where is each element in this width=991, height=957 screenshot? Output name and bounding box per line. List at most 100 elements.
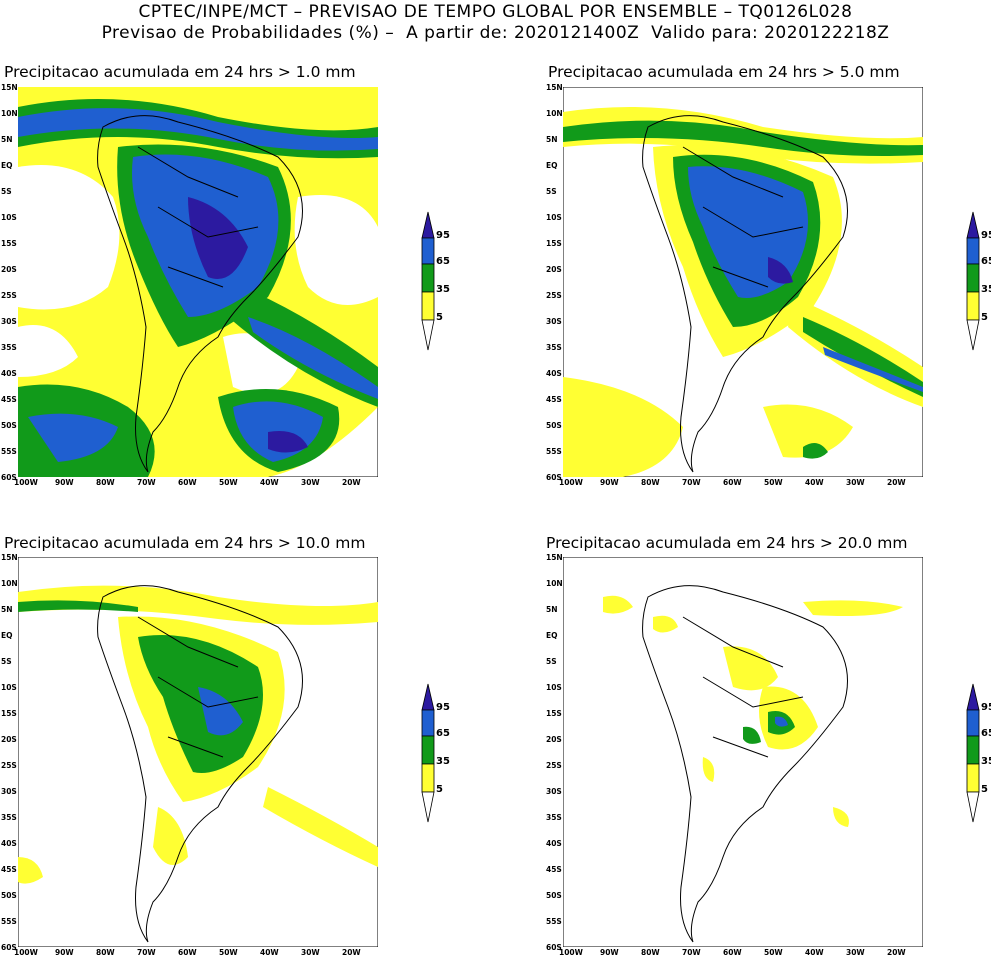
lat-tick-label: 30S [1,787,17,796]
lon-tick-label: 50W [219,478,238,487]
lon-tick-label: 90W [55,478,74,487]
lat-tick-label: 35S [546,813,562,822]
colorbar-segment [421,291,435,321]
panel-4-map [563,557,923,947]
lon-tick-label: 30W [301,948,320,957]
lat-tick-label: 25S [1,761,17,770]
lat-tick-label: 30S [546,317,562,326]
panel-2-map [563,87,923,477]
lat-tick-label: 35S [1,813,17,822]
panel-2-dark-blue-fields [768,257,793,284]
lat-tick-label: 5S [1,187,12,196]
lon-tick-label: 50W [219,948,238,957]
lat-tick-label: 25S [546,291,562,300]
lon-tick-label: 40W [805,478,824,487]
colorbar-segment [421,763,435,793]
lat-tick-label: 15S [1,709,17,718]
colorbar-segment [966,791,980,823]
colorbar-label: 95 [981,702,991,713]
colorbar-segment [966,263,980,293]
colorbar-segment [421,683,435,711]
panel-1-white-patches [18,165,378,394]
lon-tick-label: 20W [887,478,906,487]
lat-tick-label: EQ [1,631,13,640]
lon-tick-label: 100W [14,478,38,487]
panel-2-coastline [642,115,848,473]
colorbar-label: 5 [436,784,443,795]
colorbar-label: 5 [981,312,988,323]
colorbar-label: 5 [436,312,443,323]
lat-tick-label: 50S [546,891,562,900]
lon-tick-label: 90W [600,948,619,957]
lat-tick-label: 30S [546,787,562,796]
lon-tick-label: 80W [96,478,115,487]
figure-title-line1: CPTEC/INPE/MCT – PREVISAO DE TEMPO GLOBA… [138,2,853,22]
lat-tick-label: 20S [546,735,562,744]
lat-tick-label: 60S [1,473,17,482]
lon-tick-label: 20W [342,478,361,487]
lat-tick-label: 45S [1,395,17,404]
lat-tick-label: 5N [546,605,558,614]
lat-tick-label: 5N [546,135,558,144]
colorbar-segment [421,791,435,823]
lon-tick-label: 70W [137,478,156,487]
colorbar-label: 95 [981,230,991,241]
lon-tick-label: 100W [559,478,583,487]
colorbar-segment [421,237,435,265]
lon-tick-label: 60W [178,948,197,957]
colorbar-segment [966,211,980,239]
colorbar-label: 95 [436,702,450,713]
lat-tick-label: 55S [1,447,17,456]
colorbar-label: 65 [981,256,991,267]
lon-tick-label: 80W [641,948,660,957]
lat-tick-label: 5S [546,187,557,196]
panel-4-blue-fields [775,716,788,727]
panel-3-title: Precipitacao acumulada em 24 hrs > 10.0 … [4,534,366,552]
lat-tick-label: 35S [1,343,17,352]
colorbar-segment [421,735,435,765]
lat-tick-label: 10S [1,683,17,692]
lat-tick-label: EQ [1,161,13,170]
colorbar-segment [966,763,980,793]
panel-2-title: Precipitacao acumulada em 24 hrs > 5.0 m… [548,63,900,81]
panel-3-blue-fields [198,687,243,736]
lon-tick-label: 40W [805,948,824,957]
colorbar-segment [421,211,435,239]
colorbar-label: 35 [436,284,450,295]
lat-tick-label: 40S [1,369,17,378]
lat-tick-label: 55S [1,917,17,926]
lat-tick-label: 50S [1,421,17,430]
lat-tick-label: EQ [546,631,558,640]
lon-tick-label: 60W [178,478,197,487]
lon-tick-label: 30W [846,948,865,957]
lat-tick-label: 10N [546,579,563,588]
lat-tick-label: 50S [546,421,562,430]
lon-tick-label: 40W [260,948,279,957]
lat-tick-label: 15S [1,239,17,248]
lon-tick-label: 60W [723,478,742,487]
lon-tick-label: 70W [682,948,701,957]
colorbar-label: 95 [436,230,450,241]
lon-tick-label: 30W [301,478,320,487]
lon-tick-label: 30W [846,478,865,487]
lat-tick-label: 60S [1,943,17,952]
lon-tick-label: 50W [764,948,783,957]
lat-tick-label: 15N [1,553,18,562]
colorbar-label: 65 [436,728,450,739]
lon-tick-label: 80W [96,948,115,957]
panel-1-title: Precipitacao acumulada em 24 hrs > 1.0 m… [4,63,356,81]
panel-4-coastline [642,585,848,943]
colorbar [421,211,435,351]
lat-tick-label: 50S [1,891,17,900]
colorbar [421,683,435,823]
lat-tick-label: 25S [546,761,562,770]
lon-tick-label: 20W [342,948,361,957]
lat-tick-label: 10S [546,683,562,692]
lon-tick-label: 20W [887,948,906,957]
lat-tick-label: 60S [546,473,562,482]
lat-tick-label: 40S [1,839,17,848]
figure-title-line2: Previsao de Probabilidades (%) – A parti… [101,23,890,43]
lat-tick-label: 5N [1,135,13,144]
colorbar-label: 35 [436,756,450,767]
colorbar-segment [421,319,435,351]
